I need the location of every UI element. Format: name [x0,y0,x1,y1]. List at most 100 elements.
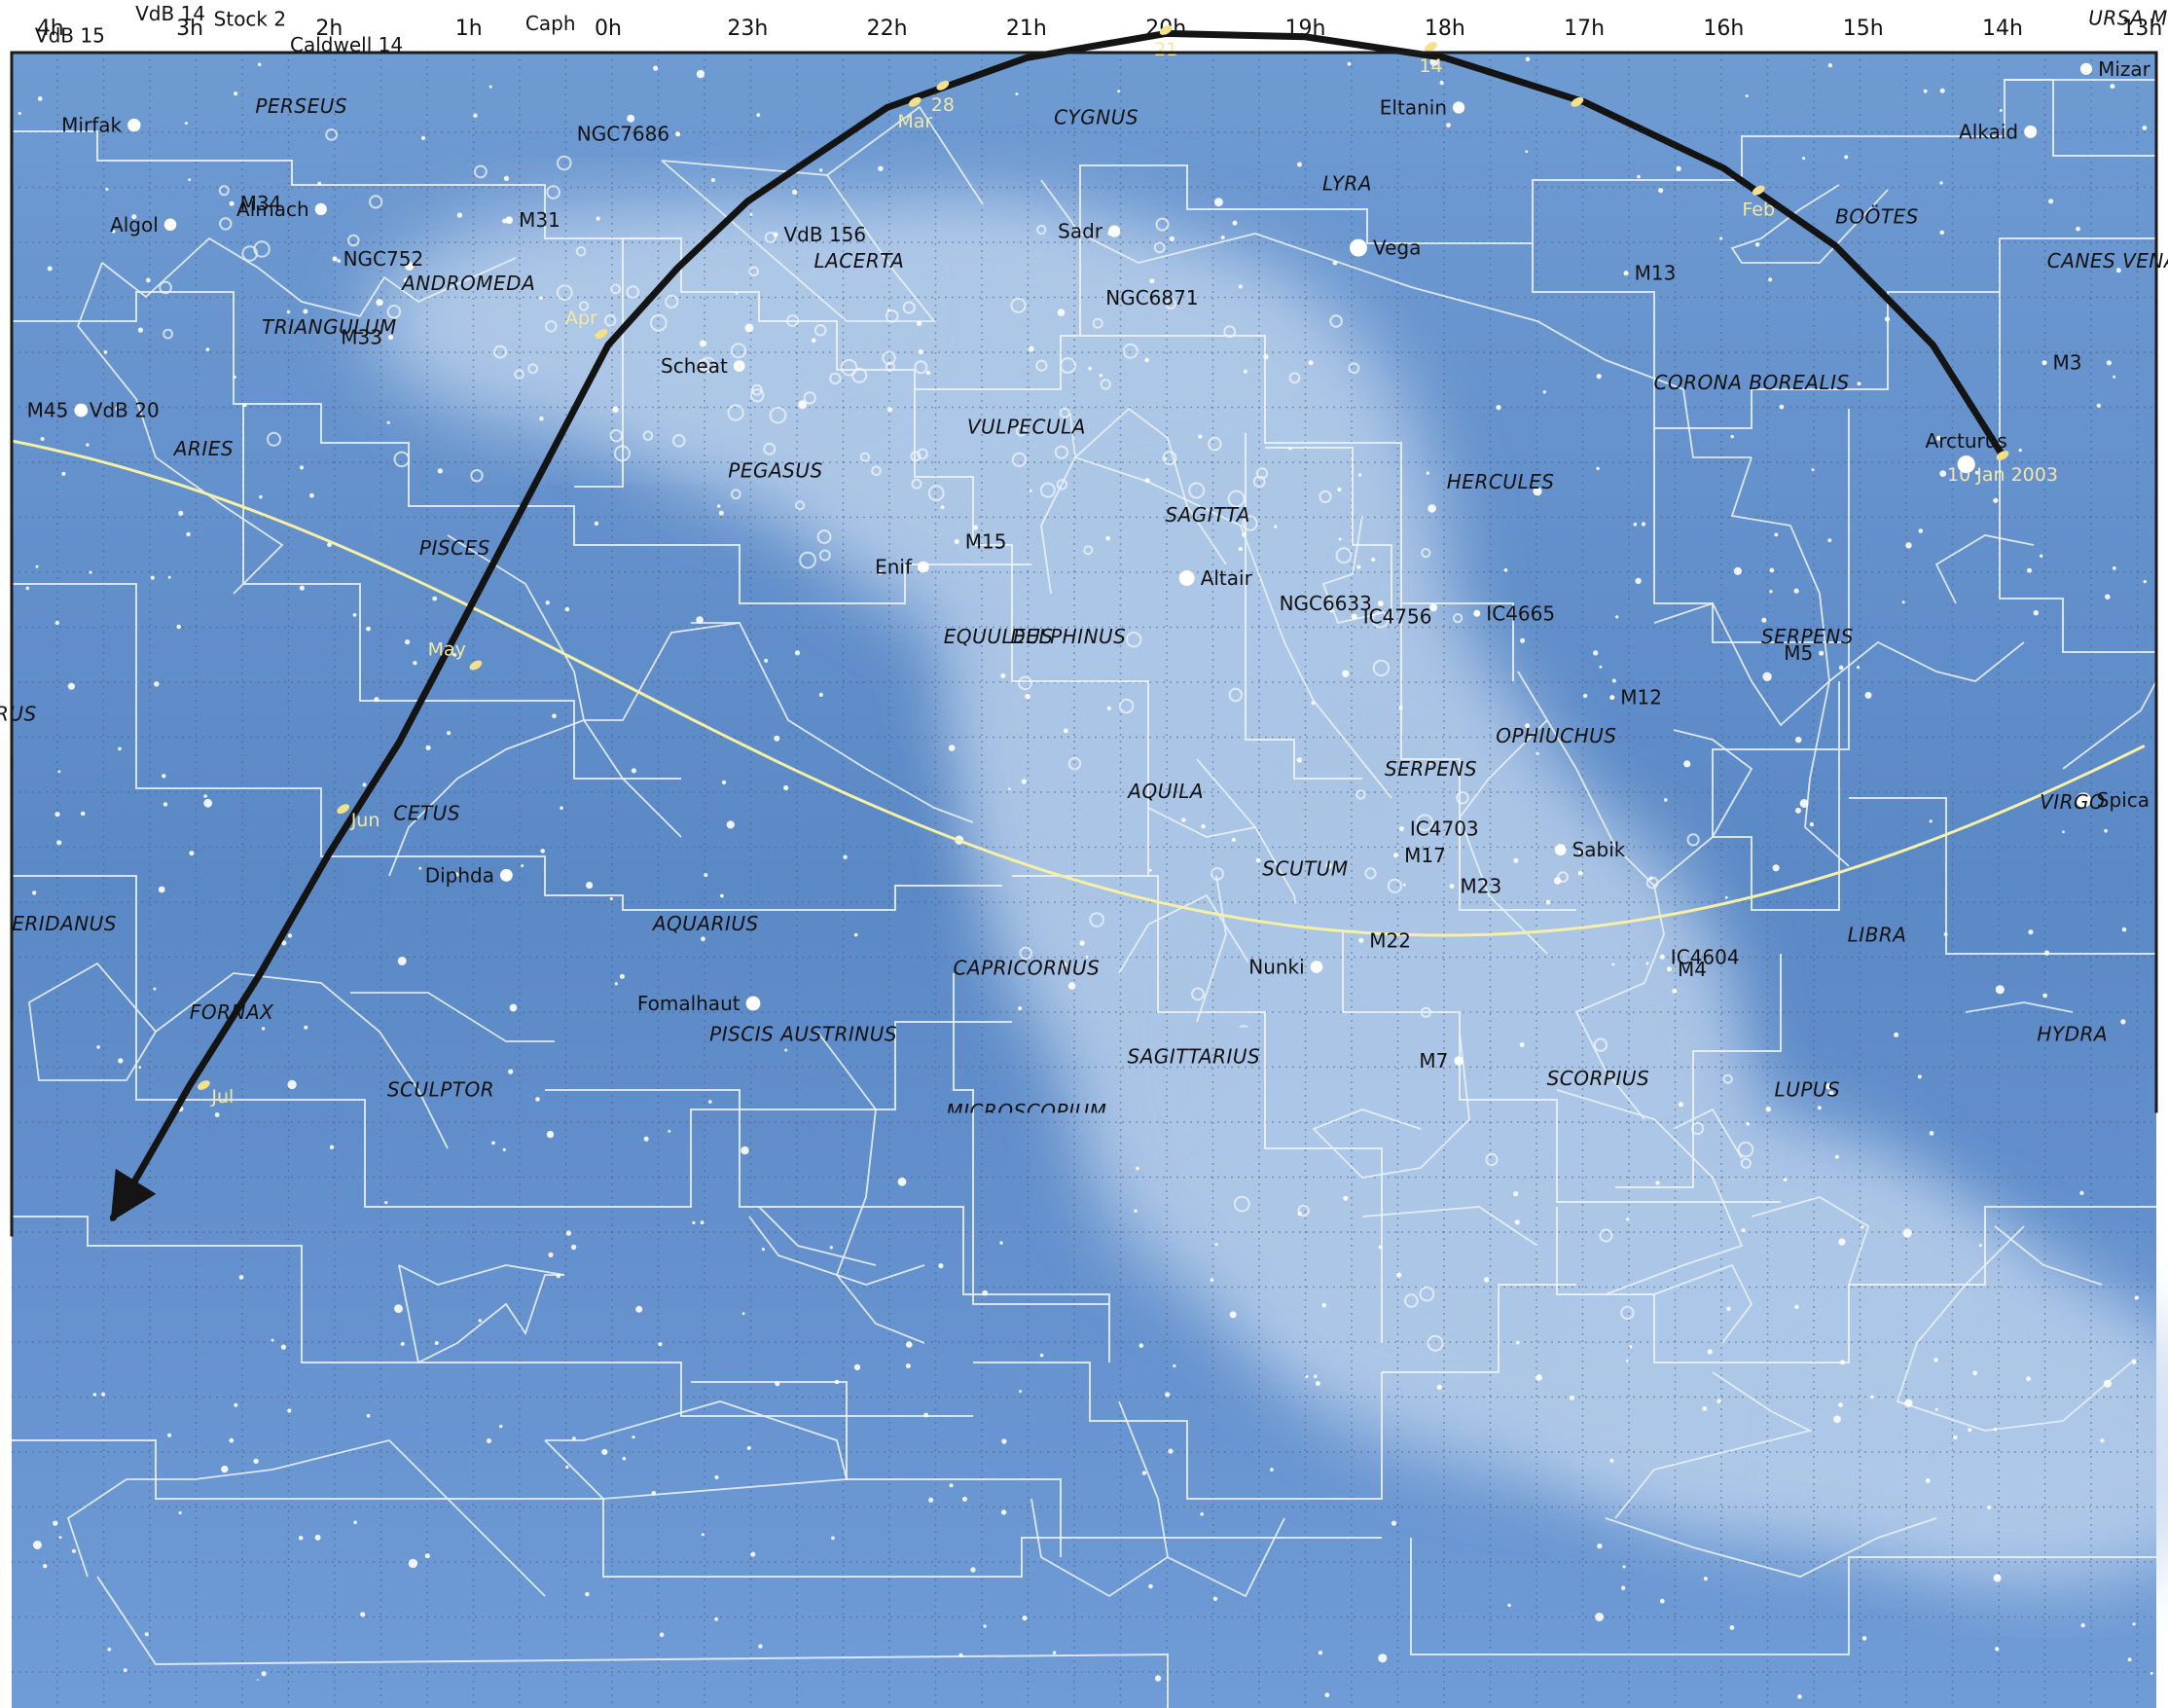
object-label-ic4756: IC4756 [1363,605,1432,629]
background-star [1828,63,1832,67]
background-star [1308,1048,1312,1052]
background-star [1437,1385,1442,1390]
background-star [256,1680,259,1683]
background-star [1810,822,1814,826]
object-marker-ic4756 [1352,614,1357,620]
object-label-altair: Altair [1201,566,1253,590]
background-star [221,1466,228,1472]
constellation-label-sculptor: SCULPTOR [387,1077,494,1101]
background-star [1835,1155,1839,1159]
background-star [163,802,167,806]
background-star [623,1457,627,1461]
constellation-label-corona-borealis: CORONA BOREALIS [1653,371,1849,394]
background-star [425,1553,430,1558]
background-star [353,1521,357,1525]
constellation-label-serpens: SERPENS [1761,625,1854,648]
background-star [1030,490,1032,492]
background-star [81,812,86,817]
background-star [1734,567,1742,575]
background-star [812,338,816,343]
background-star [432,597,437,601]
background-star [835,1380,840,1385]
background-star [2080,1623,2084,1627]
background-star [1168,1449,1173,1454]
background-star [668,1130,670,1133]
background-star [1309,360,1314,365]
background-star [398,957,407,965]
background-star [1001,1509,1006,1514]
background-star [735,292,738,295]
object-marker-achernar [373,1300,389,1317]
background-star [229,1438,234,1443]
object-marker-m3 [2042,360,2047,365]
background-star [353,613,357,617]
object-label-algol: Algol [110,213,159,236]
object-marker-nunki [1311,961,1323,973]
object-marker-m17 [1393,853,1398,857]
object-label-m4: M4 [1678,958,1707,981]
background-star [610,897,613,900]
background-star [1939,231,1944,236]
constellation-label-aquarius: AQUARIUS [651,912,759,935]
object-label-vega: Vega [1373,236,1421,260]
background-star [1746,94,1749,97]
background-star [1904,1399,1912,1407]
object-marker-alkaid [2024,126,2037,138]
object-label-alkaid: Alkaid [1959,120,2018,143]
object-label-stock-2: Stock 2 [214,8,286,31]
background-star [1525,150,1528,153]
background-star [138,328,143,333]
background-star [384,1201,387,1204]
object-marker-collinder-411 [996,1580,1001,1584]
object-marker-ngc6067 [1690,1273,1695,1278]
background-star [792,190,797,195]
background-star [1064,729,1068,734]
background-star [632,1435,634,1438]
background-star [287,1408,291,1412]
background-star [627,115,634,123]
background-star [1513,1191,1518,1196]
background-star [1930,1131,1934,1136]
background-star [1599,666,1602,669]
background-star [1298,1212,1302,1216]
background-star [1155,1675,1161,1681]
background-star [887,407,892,412]
background-star [1193,1087,1197,1091]
background-star [1200,1512,1204,1516]
constellation-label-aries: ARIES [172,437,234,460]
background-star [1391,1521,1396,1526]
background-star [337,259,341,263]
object-label-ngc6067: NGC6067 [1701,1263,1793,1287]
object-label-vdb-156: VdB 156 [784,223,867,246]
constellation-label-libra: LIBRA [1848,923,1907,946]
background-star [1325,1692,1330,1697]
background-star [775,1381,779,1386]
object-marker-caldwell-14 [276,41,284,49]
background-star [32,890,36,894]
background-star [1802,157,1805,160]
background-star [86,443,89,446]
background-star [101,1393,105,1397]
background-star [1145,478,1150,483]
background-star [1221,236,1225,239]
background-star [552,713,557,718]
background-star [1939,470,1946,477]
object-marker-altair [1179,570,1195,586]
background-star [1769,590,1772,593]
background-star [1403,884,1406,887]
background-star [1861,1225,1863,1228]
object-label-vdb-14: VdB 14 [135,2,205,25]
background-star [1516,1341,1520,1345]
background-star [1100,374,1102,377]
background-star [1379,1246,1383,1250]
background-star [1134,1210,1137,1213]
constellation-label-bo-tes: BOÖTES [1835,205,1919,229]
constellation-label-pavo: PAVO [1139,1364,1193,1388]
constellation-label-tucana: TUCANA [608,1331,692,1355]
object-label-alnair: Alnair [880,1183,937,1207]
background-star [696,616,704,624]
ra-label-23h: 23h [727,17,768,41]
object-marker-smc [480,1475,490,1486]
object-label-m15: M15 [965,530,1007,554]
background-star [1274,526,1277,528]
